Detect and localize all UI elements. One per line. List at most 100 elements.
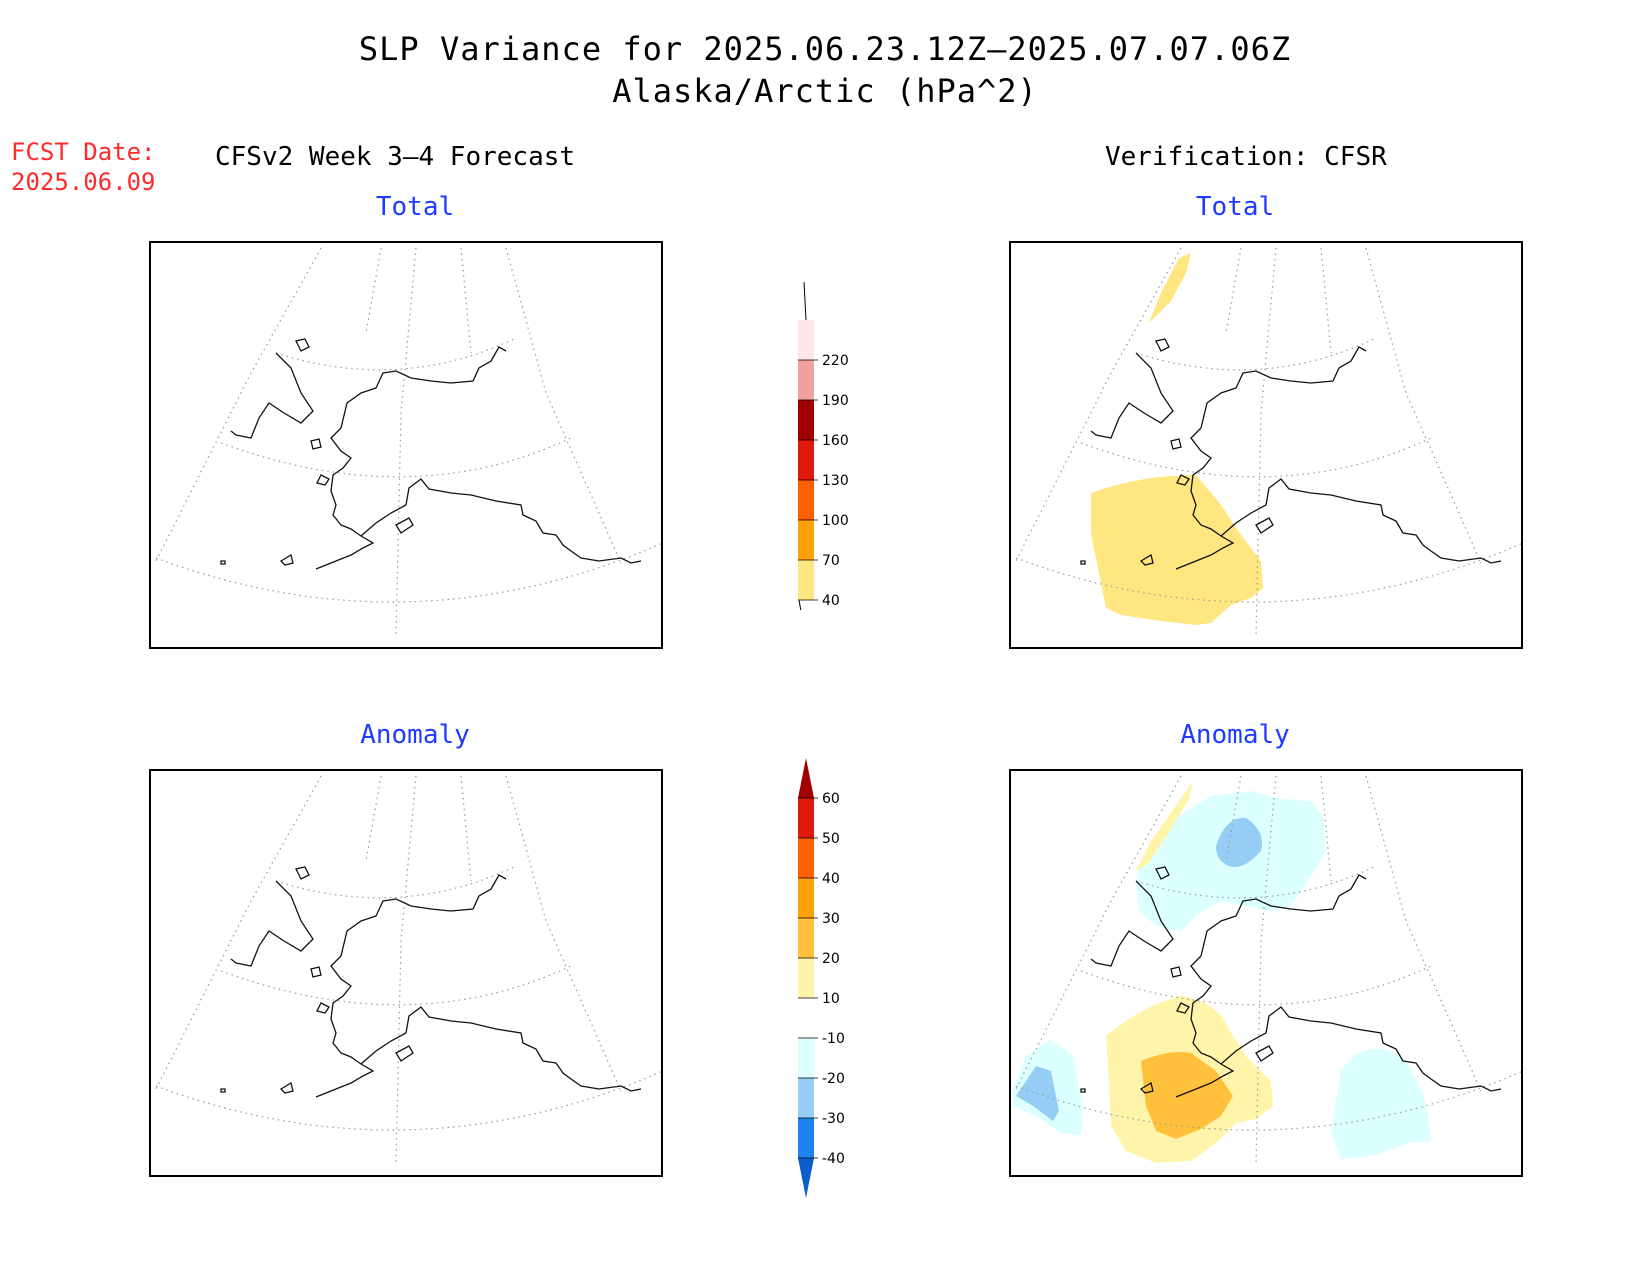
coastline (220, 560, 226, 565)
graticule-line (1320, 247, 1332, 354)
panel-title-forecast-anomaly: Anomaly (360, 720, 470, 750)
graticule-line (275, 337, 517, 371)
positive-anomaly-sliver (1136, 781, 1193, 871)
colorbar-tick-label: 10 (822, 991, 840, 1007)
colorbar-segment (798, 440, 814, 480)
colorbar-segment (798, 838, 814, 878)
colorbar-stem-top (803, 281, 807, 321)
map-canvas (1013, 775, 1524, 1164)
graticule-line (460, 247, 472, 354)
fcst-date-value: 2025.06.09 (11, 168, 156, 196)
colorbar-tick-label: 160 (822, 433, 849, 449)
colorbar-segment (798, 878, 814, 918)
graticule-line (1015, 1070, 1524, 1131)
graticule-line (1365, 775, 1482, 1092)
graticule-line (505, 247, 622, 564)
graticule-line (1015, 247, 1182, 562)
coastline (340, 346, 507, 429)
coastline (360, 1006, 642, 1092)
graticule-line (365, 247, 382, 334)
coastline (1175, 955, 1235, 1098)
graticule-line (275, 865, 517, 899)
coastline (1170, 966, 1182, 978)
colorbar-segment (798, 958, 814, 998)
graticule-line (220, 965, 572, 1006)
graticule-line (395, 775, 417, 1164)
graticule-line (1080, 437, 1432, 478)
total-variance-shading (1091, 475, 1263, 625)
graticule-line (155, 247, 322, 562)
colorbar-triangle-top (798, 758, 814, 798)
map-forecast-anomaly (149, 769, 664, 1177)
map-canvas (155, 775, 664, 1164)
colorbar-tick-label: 70 (822, 553, 840, 569)
colorbar-tick-label: -10 (822, 1031, 845, 1047)
colorbar-segment (798, 918, 814, 958)
graticule-line (1080, 965, 1432, 1006)
coastline (1220, 1006, 1502, 1092)
graticule-line (1015, 775, 1182, 1090)
coastline (1200, 346, 1367, 429)
coastline (1080, 560, 1086, 565)
coastline (340, 874, 507, 957)
coastline (295, 866, 310, 880)
coastline (1139, 553, 1154, 566)
colorbar-segment (798, 560, 814, 600)
colorbar-tick-label: 130 (822, 473, 849, 489)
colorbar-segment (798, 480, 814, 520)
coastline (1170, 438, 1182, 450)
coastline (1155, 866, 1170, 880)
map-canvas (1015, 247, 1524, 636)
map-verification-total (1009, 241, 1524, 649)
graticule-line (220, 437, 572, 478)
colorbar-tick-label: 100 (822, 513, 849, 529)
verification-column-heading: Verification: CFSR (1105, 142, 1387, 172)
graticule-line (505, 775, 622, 1092)
map-forecast-total (149, 241, 664, 649)
coastline (1176, 474, 1190, 486)
colorbar-tick-label: 60 (822, 791, 840, 807)
graticule-line (1255, 775, 1277, 1164)
colorbar-tick-label: -40 (822, 1151, 845, 1167)
coastline (1090, 352, 1174, 439)
coastline (1139, 1081, 1154, 1094)
coastline (316, 474, 330, 486)
colorbar-tick-label: 220 (822, 353, 849, 369)
map-verification-anomaly (1009, 769, 1524, 1177)
graticule-line (155, 775, 322, 1090)
coastline (1080, 1088, 1086, 1093)
coastline (310, 966, 322, 978)
coastline (1255, 1045, 1274, 1062)
colorbar-tick-label: 40 (822, 871, 840, 887)
coastline (316, 1002, 330, 1014)
coastline (295, 338, 310, 352)
colorbar-tick-label: 30 (822, 911, 840, 927)
coastline (230, 352, 314, 439)
colorbar-tick-label: -30 (822, 1111, 845, 1127)
colorbar-tick-label: -20 (822, 1071, 845, 1087)
colorbar-triangle-bottom (798, 1158, 814, 1198)
coastline (279, 553, 294, 566)
graticule-line (365, 775, 382, 862)
graticule-line (1365, 247, 1482, 564)
coastline (230, 880, 314, 967)
negative-anomaly-north-core (1216, 817, 1262, 867)
colorbar-tick-label: 190 (822, 393, 849, 409)
graticule-line (460, 775, 472, 882)
colorbar-segment (798, 1038, 814, 1078)
coastline (315, 427, 375, 570)
coastline (360, 478, 642, 564)
coastline (315, 955, 375, 1098)
sub-title: Alaska/Arctic (hPa^2) (612, 72, 1038, 110)
graticule-line (155, 542, 664, 603)
panel-title-forecast-total: Total (375, 192, 455, 222)
colorbar-segment (798, 1078, 814, 1118)
colorbar-total: 40 70 100 130 160 190 220 (798, 281, 849, 610)
colorbar-anomaly: -40 -30 -20 -10 10 20 30 40 50 60 (798, 758, 845, 1198)
coastline (1176, 1002, 1190, 1014)
positive-anomaly-center-core (1141, 1052, 1233, 1139)
coastline (220, 1088, 226, 1093)
fcst-date-label: FCST Date: (11, 138, 156, 166)
colorbar-segment (798, 320, 814, 360)
colorbar-segment (798, 520, 814, 560)
